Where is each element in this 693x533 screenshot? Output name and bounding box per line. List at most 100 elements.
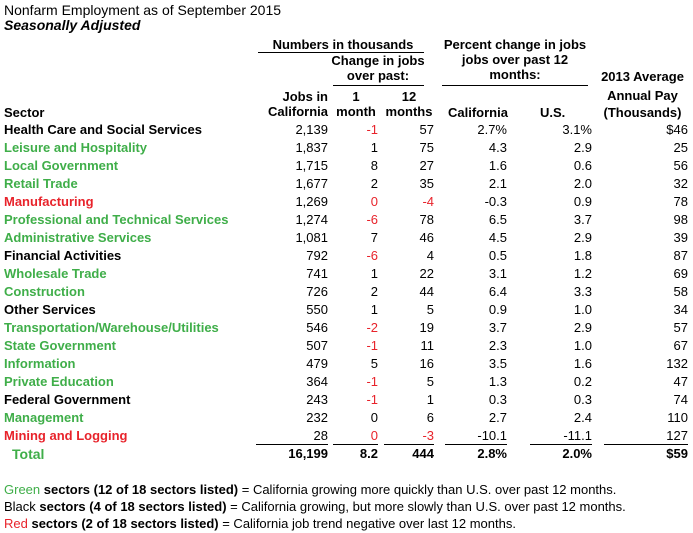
avg-pay: 58 [673,284,688,299]
change-1-month: -1 [366,122,378,137]
pct-us: 2.4 [573,410,592,425]
legend-line-green: Green sectors (12 of 18 sectors listed) … [4,481,616,499]
legend-color-word: Red [4,516,28,531]
total-change-12-months: 444 [412,446,434,461]
header-percent-line1: Percent change in jobs [443,37,587,52]
sector-name: Professional and Technical Services [4,212,229,227]
pct-us: 0.6 [573,158,592,173]
table-row: Leisure and Hospitality 1,837 1 75 4.3 2.9 25 [0,139,693,157]
table-row: Wholesale Trade 741 1 22 3.1 1.2 69 [0,265,693,283]
pct-california: 6.4 [488,284,507,299]
sector-name: Construction [4,284,85,299]
sector-name: Health Care and Social Services [4,122,202,137]
report-title: Nonfarm Employment as of September 2015 [4,2,282,18]
sector-name: Leisure and Hospitality [4,140,148,155]
jobs-value: 2,139 [295,122,328,137]
avg-pay: 32 [673,176,688,191]
header-avg-pay-line1: 2013 Average [601,69,684,84]
change-1-month: 1 [370,140,378,155]
total-rule-twelve [384,444,434,445]
avg-pay: 39 [673,230,688,245]
pct-us: 3.1% [562,122,592,137]
avg-pay: 69 [673,266,688,281]
header-one-month: 1 month [334,89,378,119]
change-12-months: 5 [426,302,434,317]
change-1-month: 0 [370,428,378,443]
jobs-value: 1,677 [295,176,328,191]
total-avg-pay: $59 [666,446,688,461]
header-numbers-underline [258,52,424,53]
change-12-months: 46 [419,230,434,245]
header-jobs-line2: California [268,104,328,119]
change-12-months: 44 [419,284,434,299]
avg-pay: 78 [673,194,688,209]
change-1-month: 0 [370,410,378,425]
table-row: Private Education 364 -1 5 1.3 0.2 47 [0,373,693,391]
jobs-value: 243 [306,392,328,407]
header-change-underline [333,85,424,86]
avg-pay: 98 [673,212,688,227]
change-1-month: 8 [370,158,378,173]
jobs-value: 1,081 [295,230,328,245]
avg-pay: 47 [673,374,688,389]
change-1-month: 2 [370,284,378,299]
total-jobs: 16,199 [288,446,328,461]
change-1-month: -1 [366,374,378,389]
header-change-line2: over past: [346,68,410,83]
total-change-1-month: 8.2 [359,446,378,461]
sector-name: Retail Trade [4,176,78,191]
legend-line-red: Red sectors (2 of 18 sectors listed) = C… [4,515,516,533]
sector-name: State Government [4,338,116,353]
table-row: Manufacturing 1,269 0 -4 -0.3 0.9 78 [0,193,693,211]
legend-color-word: Green [4,482,41,497]
pct-california: 3.5 [488,356,507,371]
change-12-months: 22 [419,266,434,281]
pct-california: 2.3 [488,338,507,353]
table-row: Federal Government 243 -1 1 0.3 0.3 74 [0,391,693,409]
pct-us: 1.0 [573,302,592,317]
total-rule-california [445,444,507,445]
legend-sector-count: sectors (4 of 18 sectors listed) [35,499,227,514]
sector-name: Financial Activities [4,248,122,263]
pct-us: 0.3 [573,392,592,407]
table-row: Other Services 550 1 5 0.9 1.0 34 [0,301,693,319]
header-jobs-line1: Jobs in [282,89,328,104]
change-1-month: -6 [366,248,378,263]
change-12-months: -3 [422,428,434,443]
table-row: Professional and Technical Services 1,274… [0,211,693,229]
change-1-month: -1 [366,392,378,407]
pct-us: 3.3 [573,284,592,299]
avg-pay: 34 [673,302,688,317]
header-percent-change: Percent change in jobs jobs over past 12… [440,37,590,82]
change-12-months: 6 [426,410,434,425]
change-1-month: -2 [366,320,378,335]
pct-california: -0.3 [484,194,507,209]
pct-us: 2.0 [573,176,592,191]
change-1-month: 7 [370,230,378,245]
total-rule-pay [604,444,688,445]
jobs-value: 741 [306,266,328,281]
pct-us: 1.6 [573,356,592,371]
header-us: U.S. [540,105,566,120]
sector-name: Information [4,356,76,371]
pct-us: -11.1 [563,428,592,443]
jobs-value: 479 [306,356,328,371]
pct-us: 1.0 [573,338,592,353]
pct-california: 4.3 [488,140,507,155]
change-12-months: 78 [419,212,434,227]
jobs-value: 1,274 [295,212,328,227]
change-12-months: -4 [422,194,434,209]
pct-california: 1.6 [488,158,507,173]
header-change-in-jobs: Change in jobs over past: [330,53,426,83]
sector-name: Management [4,410,84,425]
change-12-months: 35 [419,176,434,191]
table-row: Health Care and Social Services 2,139 -1 57… [0,121,693,139]
jobs-value: 1,837 [295,140,328,155]
sector-name: Local Government [4,158,119,173]
header-numbers-in-thousands: Numbers in thousands [272,37,414,52]
change-12-months: 5 [426,374,434,389]
header-percent-line2: jobs over past 12 [461,52,569,67]
header-twelve-line1: 12 [401,89,417,104]
jobs-value: 792 [306,248,328,263]
header-change-line1: Change in jobs [331,53,425,68]
